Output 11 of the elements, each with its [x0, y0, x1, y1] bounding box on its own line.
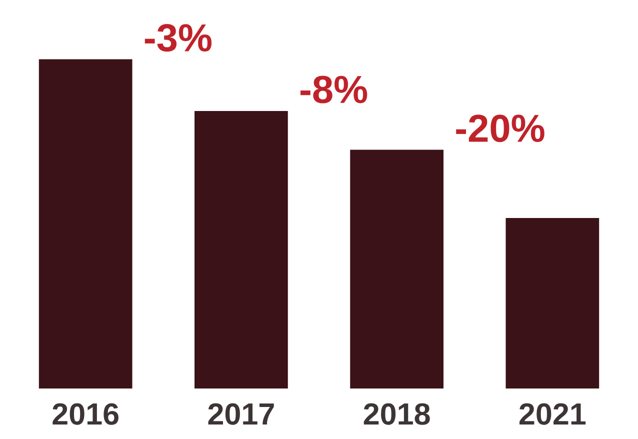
x-tick-label: 2018: [364, 403, 430, 425]
x-tick-label: 2016: [52, 403, 118, 425]
x-tick-label: 2017: [208, 403, 274, 425]
annotation: -20%: [456, 114, 544, 142]
bar: [350, 150, 444, 389]
bar: [506, 218, 600, 389]
annotation: -8%: [300, 76, 368, 104]
bar: [38, 59, 132, 389]
x-tick-label: 2021: [519, 403, 586, 425]
annotation: -3%: [144, 24, 212, 52]
bar: [194, 110, 288, 389]
